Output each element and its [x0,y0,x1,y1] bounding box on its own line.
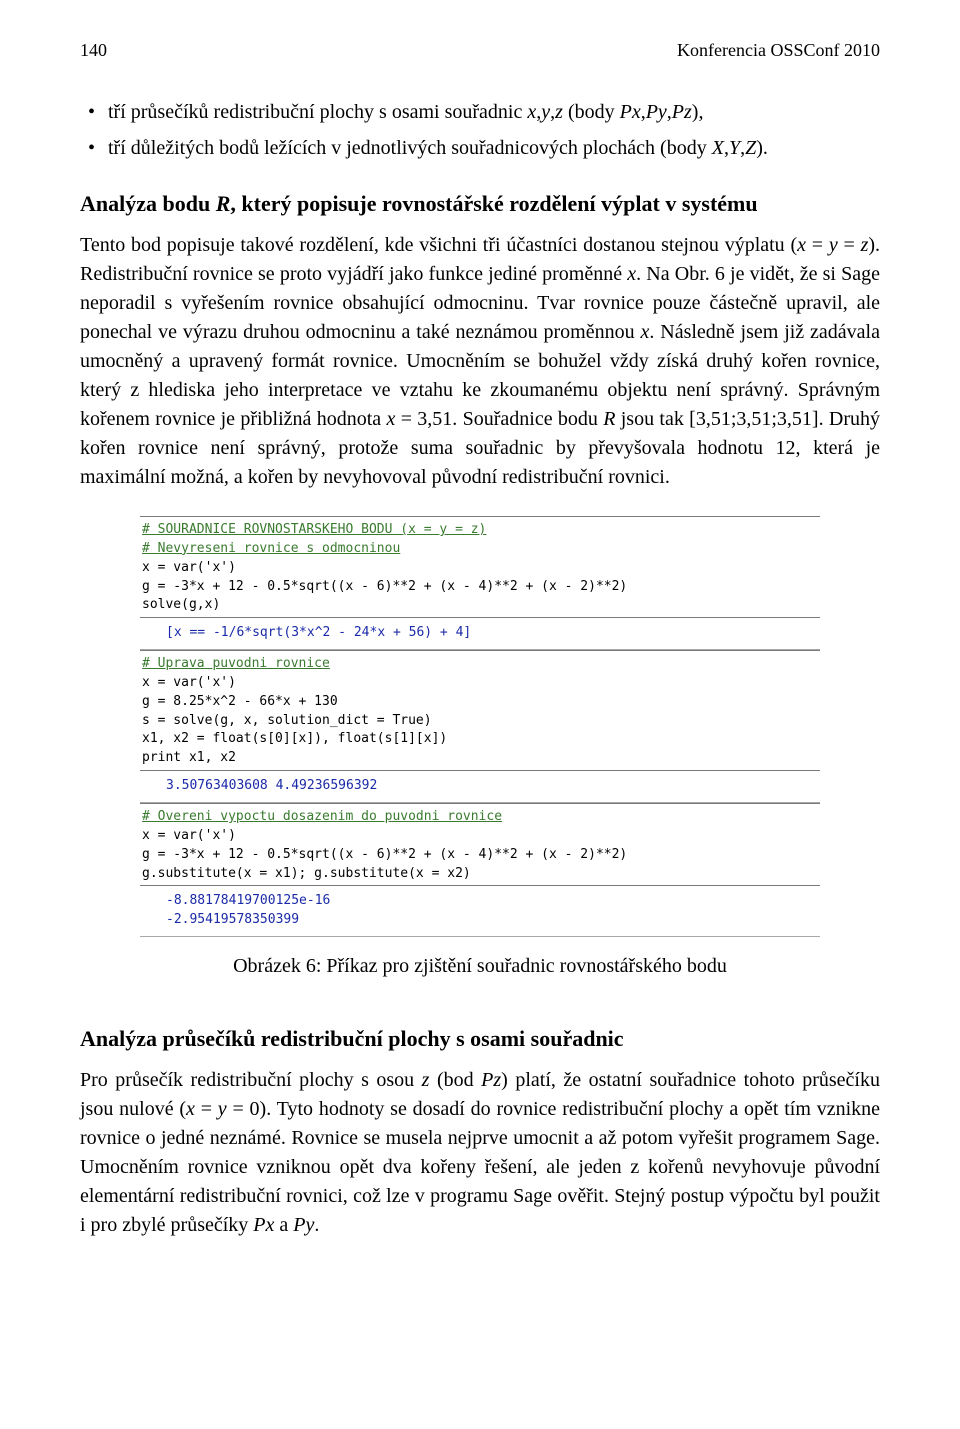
section-heading-analyza-r: Analýza bodu R, který popisuje rovnostář… [80,191,880,217]
list-item: tří průsečíků redistribuční plochy s osa… [108,97,880,127]
code-input-cell: # SOURADNICE ROVNOSTARSKEHO BODU (x = y … [140,516,820,617]
code-input-cell: # Uprava puvodni rovnice x = var('x') g … [140,650,820,770]
bullet-list: tří průsečíků redistribuční plochy s osa… [80,97,880,163]
code-output-cell: [x == -1/6*sqrt(3*x^2 - 24*x + 56) + 4] [140,617,820,650]
section1-paragraph: Tento bod popisuje takové rozdělení, kde… [80,231,880,492]
page-number: 140 [80,40,107,61]
code-output-cell: -8.88178419700125e-16 -2.95419578350399 [140,885,820,937]
code-output-cell: 3.50763403608 4.49236596392 [140,770,820,803]
code-input-cell: # Overeni vypoctu dosazenim do puvodni r… [140,803,820,885]
section-heading-pruseciky: Analýza průsečíků redistribuční plochy s… [80,1026,880,1052]
running-title: Konferencia OSSConf 2010 [677,40,880,61]
figure-caption: Obrázek 6: Příkaz pro zjištění souřadnic… [80,955,880,978]
section2-paragraph: Pro průsečík redistribuční plochy s osou… [80,1066,880,1240]
code-figure: # SOURADNICE ROVNOSTARSKEHO BODU (x = y … [140,516,820,937]
list-item: tří důležitých bodů ležících v jednotliv… [108,133,880,163]
running-header: 140 Konferencia OSSConf 2010 [80,40,880,61]
